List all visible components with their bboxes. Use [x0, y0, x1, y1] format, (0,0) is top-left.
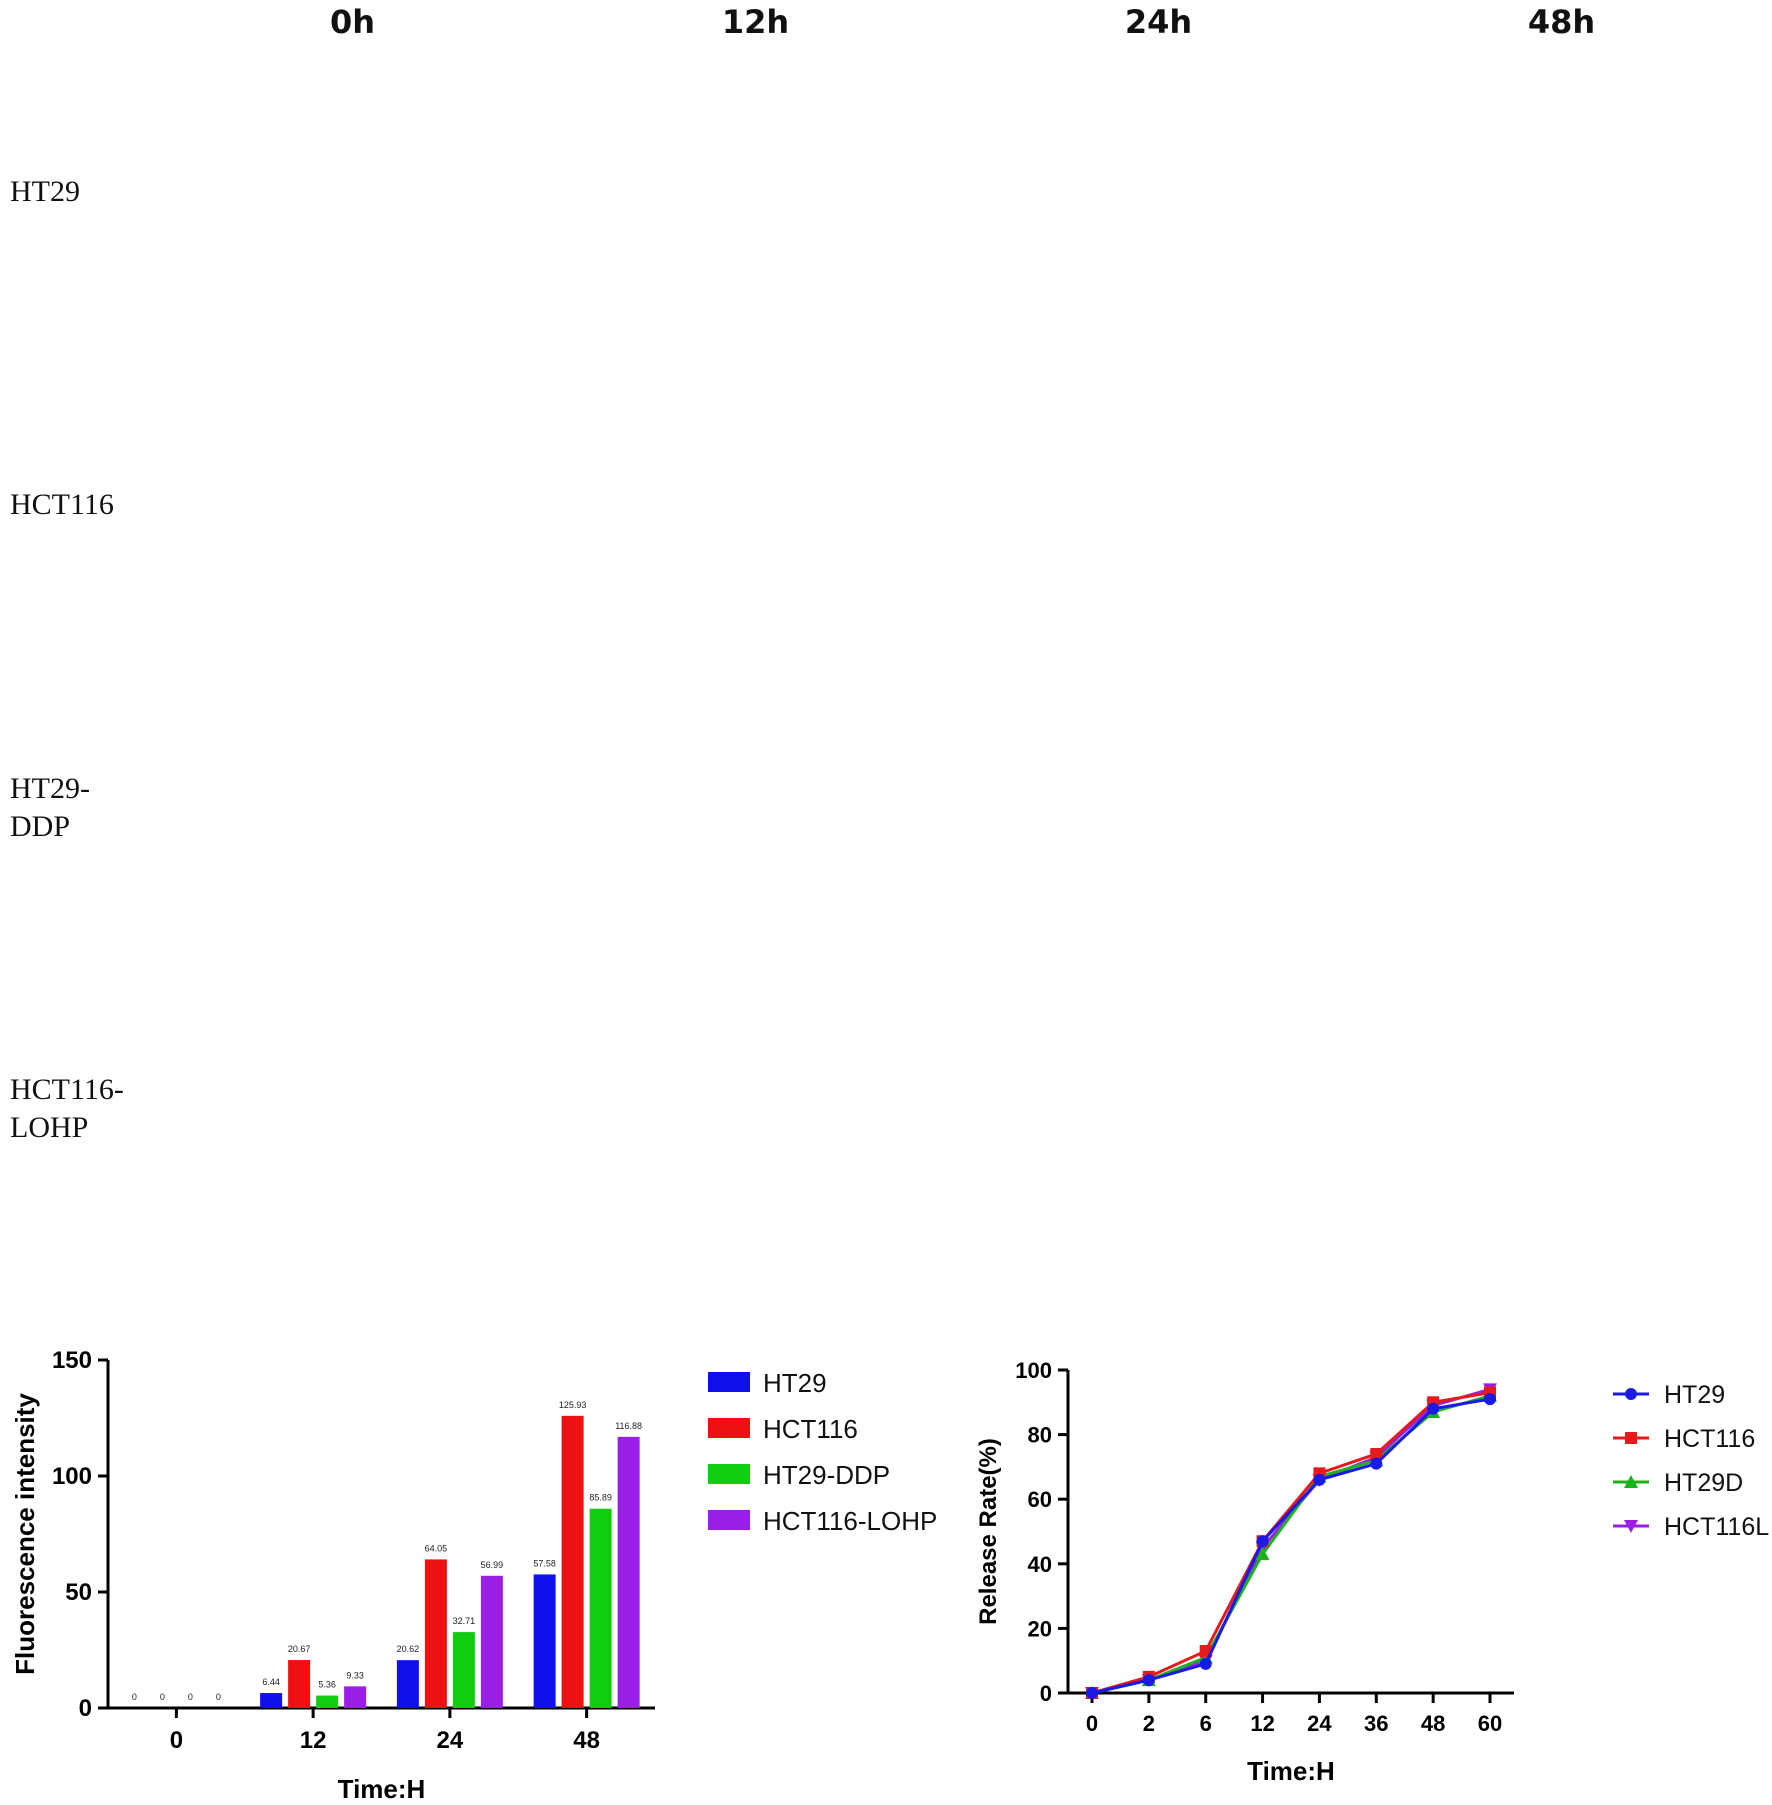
bar-legend-swatch	[708, 1510, 750, 1530]
bar-legend-label: HCT116	[763, 1414, 858, 1444]
bar-HCT116-LOHP-12	[344, 1686, 367, 1708]
line-x-tick-label: 48	[1421, 1711, 1445, 1736]
line-y-tick-label: 60	[1028, 1487, 1052, 1512]
bar-value-label: 9.33	[346, 1670, 364, 1680]
line-point-HCT116	[1370, 1447, 1383, 1460]
bar-legend-label: HT29	[763, 1368, 827, 1398]
bar-value-label: 125.93	[559, 1400, 587, 1410]
bar-x-tick-label: 24	[437, 1727, 464, 1754]
bar-HT29-DDP-12	[316, 1695, 339, 1708]
bar-HCT116-LOHP-48	[617, 1436, 640, 1708]
bar-HT29-48	[533, 1574, 556, 1708]
line-x-tick-label: 60	[1478, 1711, 1502, 1736]
line-point-HT29	[1086, 1687, 1098, 1699]
line-point-HT29	[1199, 1657, 1212, 1670]
line-x-tick-label: 0	[1086, 1711, 1098, 1736]
line-y-tick-label: 0	[1040, 1681, 1052, 1706]
bar-value-label: 20.67	[288, 1644, 311, 1654]
microscopy-panel: 0h 12h 24h 48h HT29 HCT116 HT29- DDP HCT116- LO…	[10, 3, 1596, 1144]
line-y-tick-label: 20	[1028, 1616, 1052, 1641]
bar-y-tick-label: 0	[79, 1695, 92, 1722]
line-legend-marker	[1625, 1432, 1637, 1444]
fluorescence-bar-chart: 0 50 100 150 0 0 0 0 0 12 6.44 20.67 5.36 9.33 24 20.62…	[10, 1347, 937, 1804]
bar-value-label: 56.99	[481, 1560, 504, 1570]
bar-HCT116-48	[561, 1415, 584, 1708]
row-label-2: HT29- DDP	[10, 772, 90, 843]
bar-HT29-12	[260, 1693, 283, 1708]
line-point-HT29D	[1255, 1547, 1270, 1561]
line-series-HT29	[1091, 1397, 1491, 1695]
bar-x-tick-label: 0	[170, 1727, 183, 1754]
bar-HCT116-LOHP-24	[480, 1575, 503, 1708]
line-x-tick-label: 24	[1307, 1711, 1332, 1736]
column-header-12h: 12h	[721, 3, 790, 41]
line-legend-marker	[1624, 1475, 1638, 1488]
row-label-3: HCT116- LOHP	[10, 1073, 124, 1144]
bar-legend-swatch	[708, 1418, 750, 1438]
bar-value-label: 0	[132, 1692, 137, 1702]
bar-value-label: 64.05	[425, 1543, 448, 1553]
line-x-tick-label: 6	[1200, 1711, 1212, 1736]
bar-x-axis-label: Time:H	[338, 1774, 426, 1804]
bar-HCT116-12	[288, 1660, 311, 1708]
bar-HT29-24	[396, 1660, 419, 1708]
line-legend-label: HCT116L	[1664, 1513, 1769, 1541]
line-y-tick-label: 100	[1015, 1358, 1052, 1383]
bar-value-label: 20.62	[397, 1644, 420, 1654]
bar-x-tick-label: 12	[300, 1727, 327, 1754]
line-point-HT29	[1142, 1674, 1155, 1687]
row-label-1: HCT116	[10, 488, 114, 521]
bar-y-tick-label: 50	[65, 1579, 92, 1606]
bar-HT29-DDP-24	[452, 1632, 475, 1708]
line-point-HT29	[1370, 1457, 1383, 1470]
column-header-48h: 48h	[1527, 3, 1596, 41]
release-rate-line-chart: 0 20 40 60 80 100 0 2 6 12 24 36 48 60 Release Rate(%)…	[975, 1358, 1769, 1786]
line-legend-label: HCT116	[1664, 1425, 1755, 1453]
line-legend-marker	[1625, 1388, 1637, 1400]
line-point-HT29	[1427, 1402, 1440, 1415]
bar-y-tick-label: 150	[52, 1347, 92, 1374]
line-series-HT29D	[1091, 1394, 1491, 1695]
line-y-tick-label: 40	[1028, 1552, 1052, 1577]
bar-value-label: 32.71	[453, 1616, 476, 1626]
line-x-axis-label: Time:H	[1247, 1756, 1335, 1786]
line-y-tick-label: 80	[1028, 1423, 1052, 1448]
bar-value-label: 0	[160, 1692, 165, 1702]
bar-legend-label: HCT116-LOHP	[763, 1506, 937, 1536]
line-legend-label: HT29D	[1664, 1469, 1743, 1497]
bar-value-label: 116.88	[615, 1421, 642, 1431]
line-point-HT29	[1313, 1473, 1326, 1486]
bar-value-label: 0	[216, 1692, 221, 1702]
line-x-tick-label: 2	[1143, 1711, 1155, 1736]
bar-value-label: 85.89	[589, 1493, 612, 1503]
line-legend-label: HT29	[1664, 1381, 1725, 1409]
bar-x-tick-label: 48	[573, 1727, 600, 1754]
column-header-0h: 0h	[329, 3, 376, 41]
line-point-HT29	[1256, 1535, 1269, 1548]
line-legend-marker	[1624, 1520, 1638, 1533]
bar-value-label: 5.36	[318, 1680, 336, 1690]
column-header-24h: 24h	[1124, 3, 1193, 41]
bar-y-tick-label: 100	[52, 1463, 92, 1490]
bar-legend-label: HT29-DDP	[763, 1460, 890, 1490]
bar-legend-swatch	[708, 1464, 750, 1484]
bar-legend-swatch	[708, 1372, 750, 1392]
bar-value-label: 0	[188, 1692, 193, 1702]
line-series-HCT116L	[1091, 1387, 1491, 1695]
bar-HCT116-24	[424, 1559, 447, 1708]
line-x-tick-label: 12	[1250, 1711, 1274, 1736]
line-y-axis-label: Release Rate(%)	[975, 1438, 1002, 1625]
bar-value-label: 6.44	[262, 1677, 280, 1687]
line-point-HT29	[1484, 1393, 1496, 1406]
row-label-0: HT29	[10, 175, 80, 208]
bar-HT29-DDP-48	[589, 1508, 612, 1708]
line-series-HCT116	[1091, 1391, 1491, 1695]
line-x-tick-label: 36	[1364, 1711, 1388, 1736]
bar-value-label: 57.58	[533, 1558, 556, 1568]
bar-y-axis-label: Fluorescence intensity	[10, 1393, 40, 1675]
